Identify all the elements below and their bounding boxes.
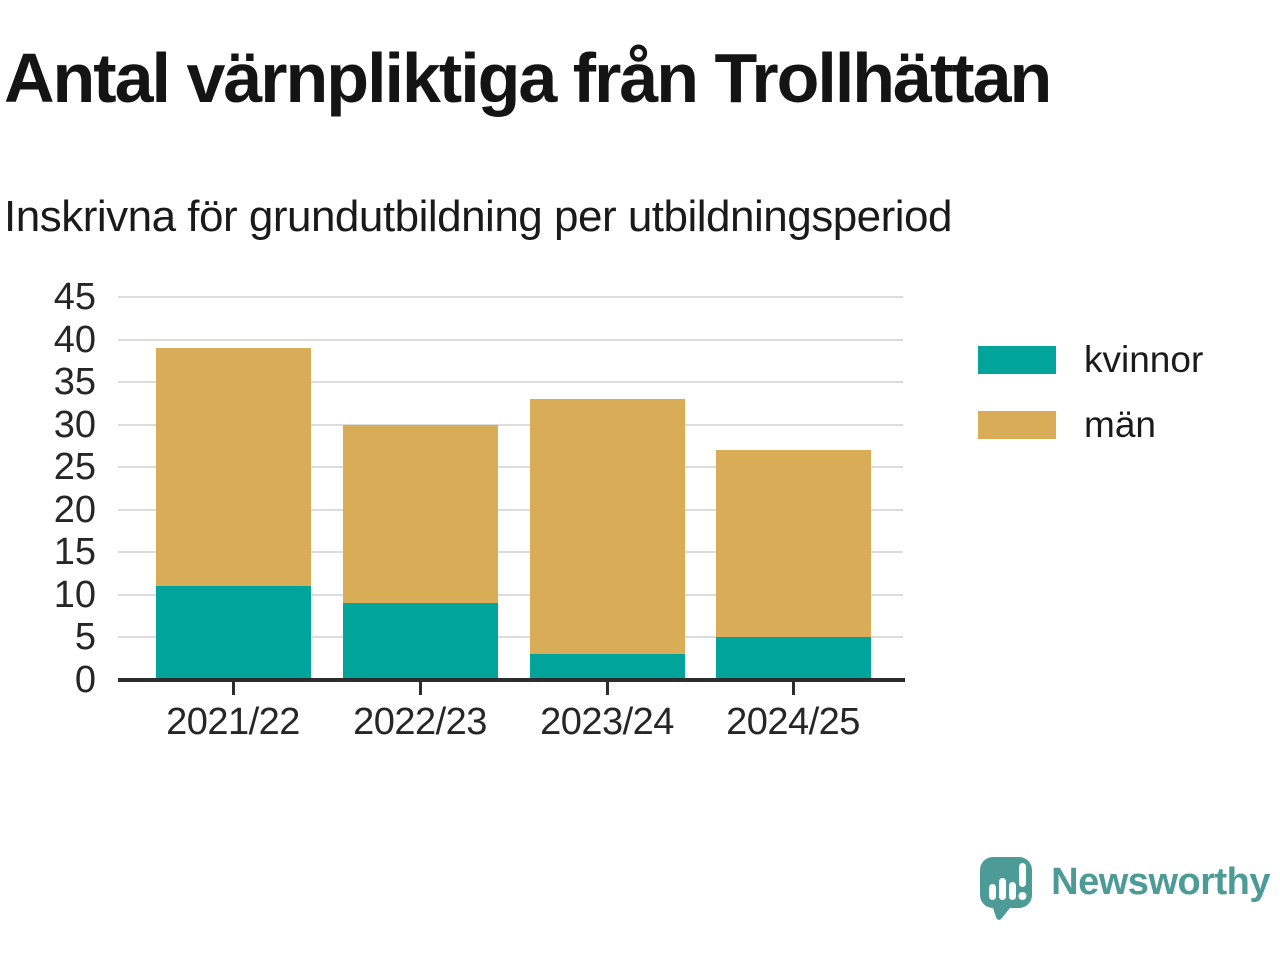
legend-item-kvinnor: kvinnor xyxy=(978,341,1203,378)
chart-title: Antal värnpliktiga från Trollhättan xyxy=(4,39,1052,117)
gridline-35 xyxy=(118,381,903,384)
x-axis-line xyxy=(118,678,905,682)
y-axis-label-0: 0 xyxy=(74,659,96,701)
y-axis-label-25: 25 xyxy=(53,446,96,489)
bar-segment-kvinnor-2022/23 xyxy=(342,603,498,680)
y-axis-label-45: 45 xyxy=(53,276,96,318)
legend: kvinnor män xyxy=(978,341,1203,471)
x-axis-label-2021/22: 2021/22 xyxy=(166,701,300,743)
gridline-30 xyxy=(118,423,903,426)
y-axis-label-5: 5 xyxy=(74,616,96,659)
plot-area xyxy=(118,296,903,680)
x-axis-tick-2024/25 xyxy=(791,682,795,695)
gridline-5 xyxy=(118,636,903,639)
bar-segment-kvinnor-2021/22 xyxy=(155,586,311,680)
bar-segment-män-2022/23 xyxy=(342,424,498,604)
gridline-20 xyxy=(118,508,903,511)
x-axis-label-2022/23: 2022/23 xyxy=(353,701,487,743)
gridline-25 xyxy=(118,466,903,469)
gridline-40 xyxy=(118,338,903,341)
x-axis-tick-2021/22 xyxy=(231,682,235,695)
gridline-10 xyxy=(118,593,903,596)
y-axis-label-35: 35 xyxy=(53,361,96,404)
y-axis-label-40: 40 xyxy=(53,318,96,361)
bar-segment-kvinnor-2024/25 xyxy=(715,637,871,680)
bar-segment-kvinnor-2023/24 xyxy=(529,654,685,680)
legend-label-män: män xyxy=(1084,404,1156,445)
y-axis-label-10: 10 xyxy=(53,573,96,616)
gridline-15 xyxy=(118,551,903,554)
x-axis-tick-2022/23 xyxy=(418,682,422,695)
legend-label-kvinnor: kvinnor xyxy=(1084,339,1204,380)
x-axis-label-2024/25: 2024/25 xyxy=(726,701,860,743)
y-axis-label-20: 20 xyxy=(53,488,96,531)
legend-item-män: män xyxy=(978,406,1203,443)
bar-segment-män-2024/25 xyxy=(715,450,871,638)
bar-segment-män-2021/22 xyxy=(155,348,311,587)
x-axis-label-2023/24: 2023/24 xyxy=(540,701,674,743)
bar-segment-män-2023/24 xyxy=(529,399,685,655)
gridline-45 xyxy=(118,296,903,298)
brand-footer: Newsworthy xyxy=(979,856,1270,922)
y-axis-label-15: 15 xyxy=(53,531,96,574)
brand-name: Newsworthy xyxy=(1051,861,1270,903)
newsworthy-logo-icon xyxy=(980,857,1033,920)
legend-swatch-män xyxy=(978,410,1056,439)
y-axis-label-30: 30 xyxy=(53,403,96,446)
legend-swatch-kvinnor xyxy=(978,345,1056,374)
chart-subtitle: Inskrivna för grundutbildning per utbild… xyxy=(4,192,953,241)
x-axis-tick-2023/24 xyxy=(605,682,609,695)
